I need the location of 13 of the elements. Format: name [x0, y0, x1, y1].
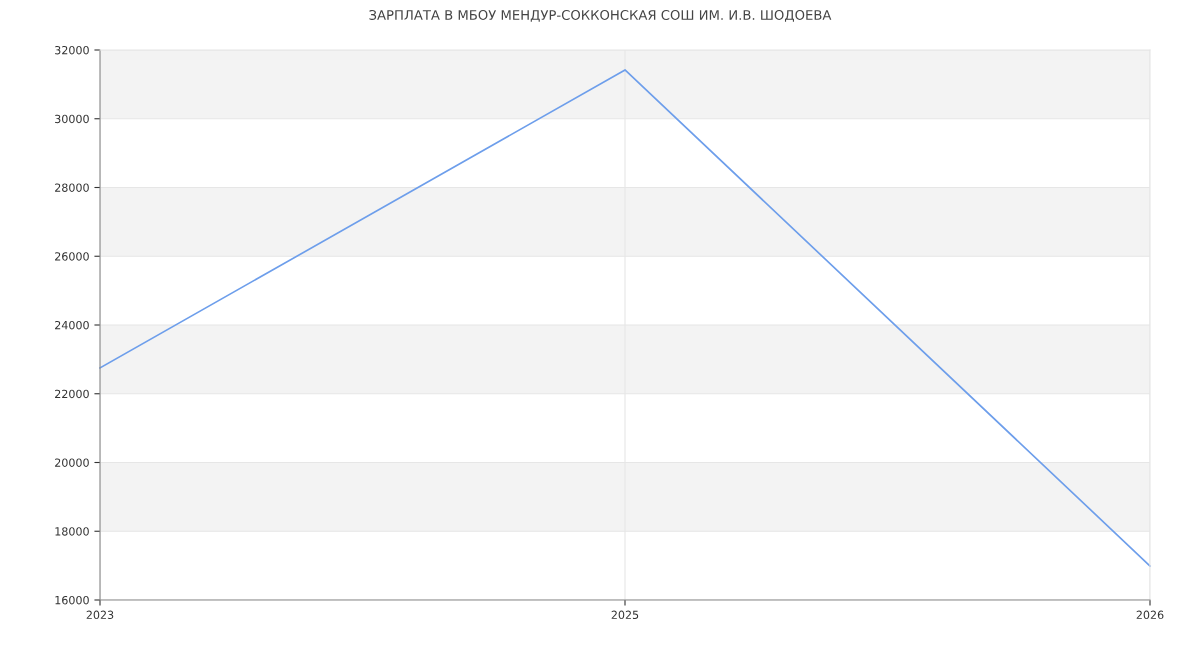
y-tick-label: 32000 [55, 45, 89, 55]
x-tick-label: 2025 [611, 610, 639, 620]
y-tick-label: 28000 [55, 183, 89, 192]
y-tick-label: 18000 [55, 527, 89, 536]
chart-title: ЗАРПЛАТА В МБОУ МЕНДУР-СОККОНСКАЯ СОШ ИМ. И.В. ШОДОЕВА [369, 9, 832, 22]
x-tick-label: 2026 [1136, 610, 1164, 620]
y-tick-label: 16000 [55, 595, 89, 605]
y-tick-label: 20000 [55, 458, 89, 467]
x-tick-label: 2023 [86, 610, 114, 620]
y-tick-label: 26000 [55, 252, 89, 261]
y-tick-label: 22000 [55, 389, 89, 399]
y-tick-label: 30000 [55, 114, 89, 124]
y-tick-label: 24000 [55, 320, 89, 330]
